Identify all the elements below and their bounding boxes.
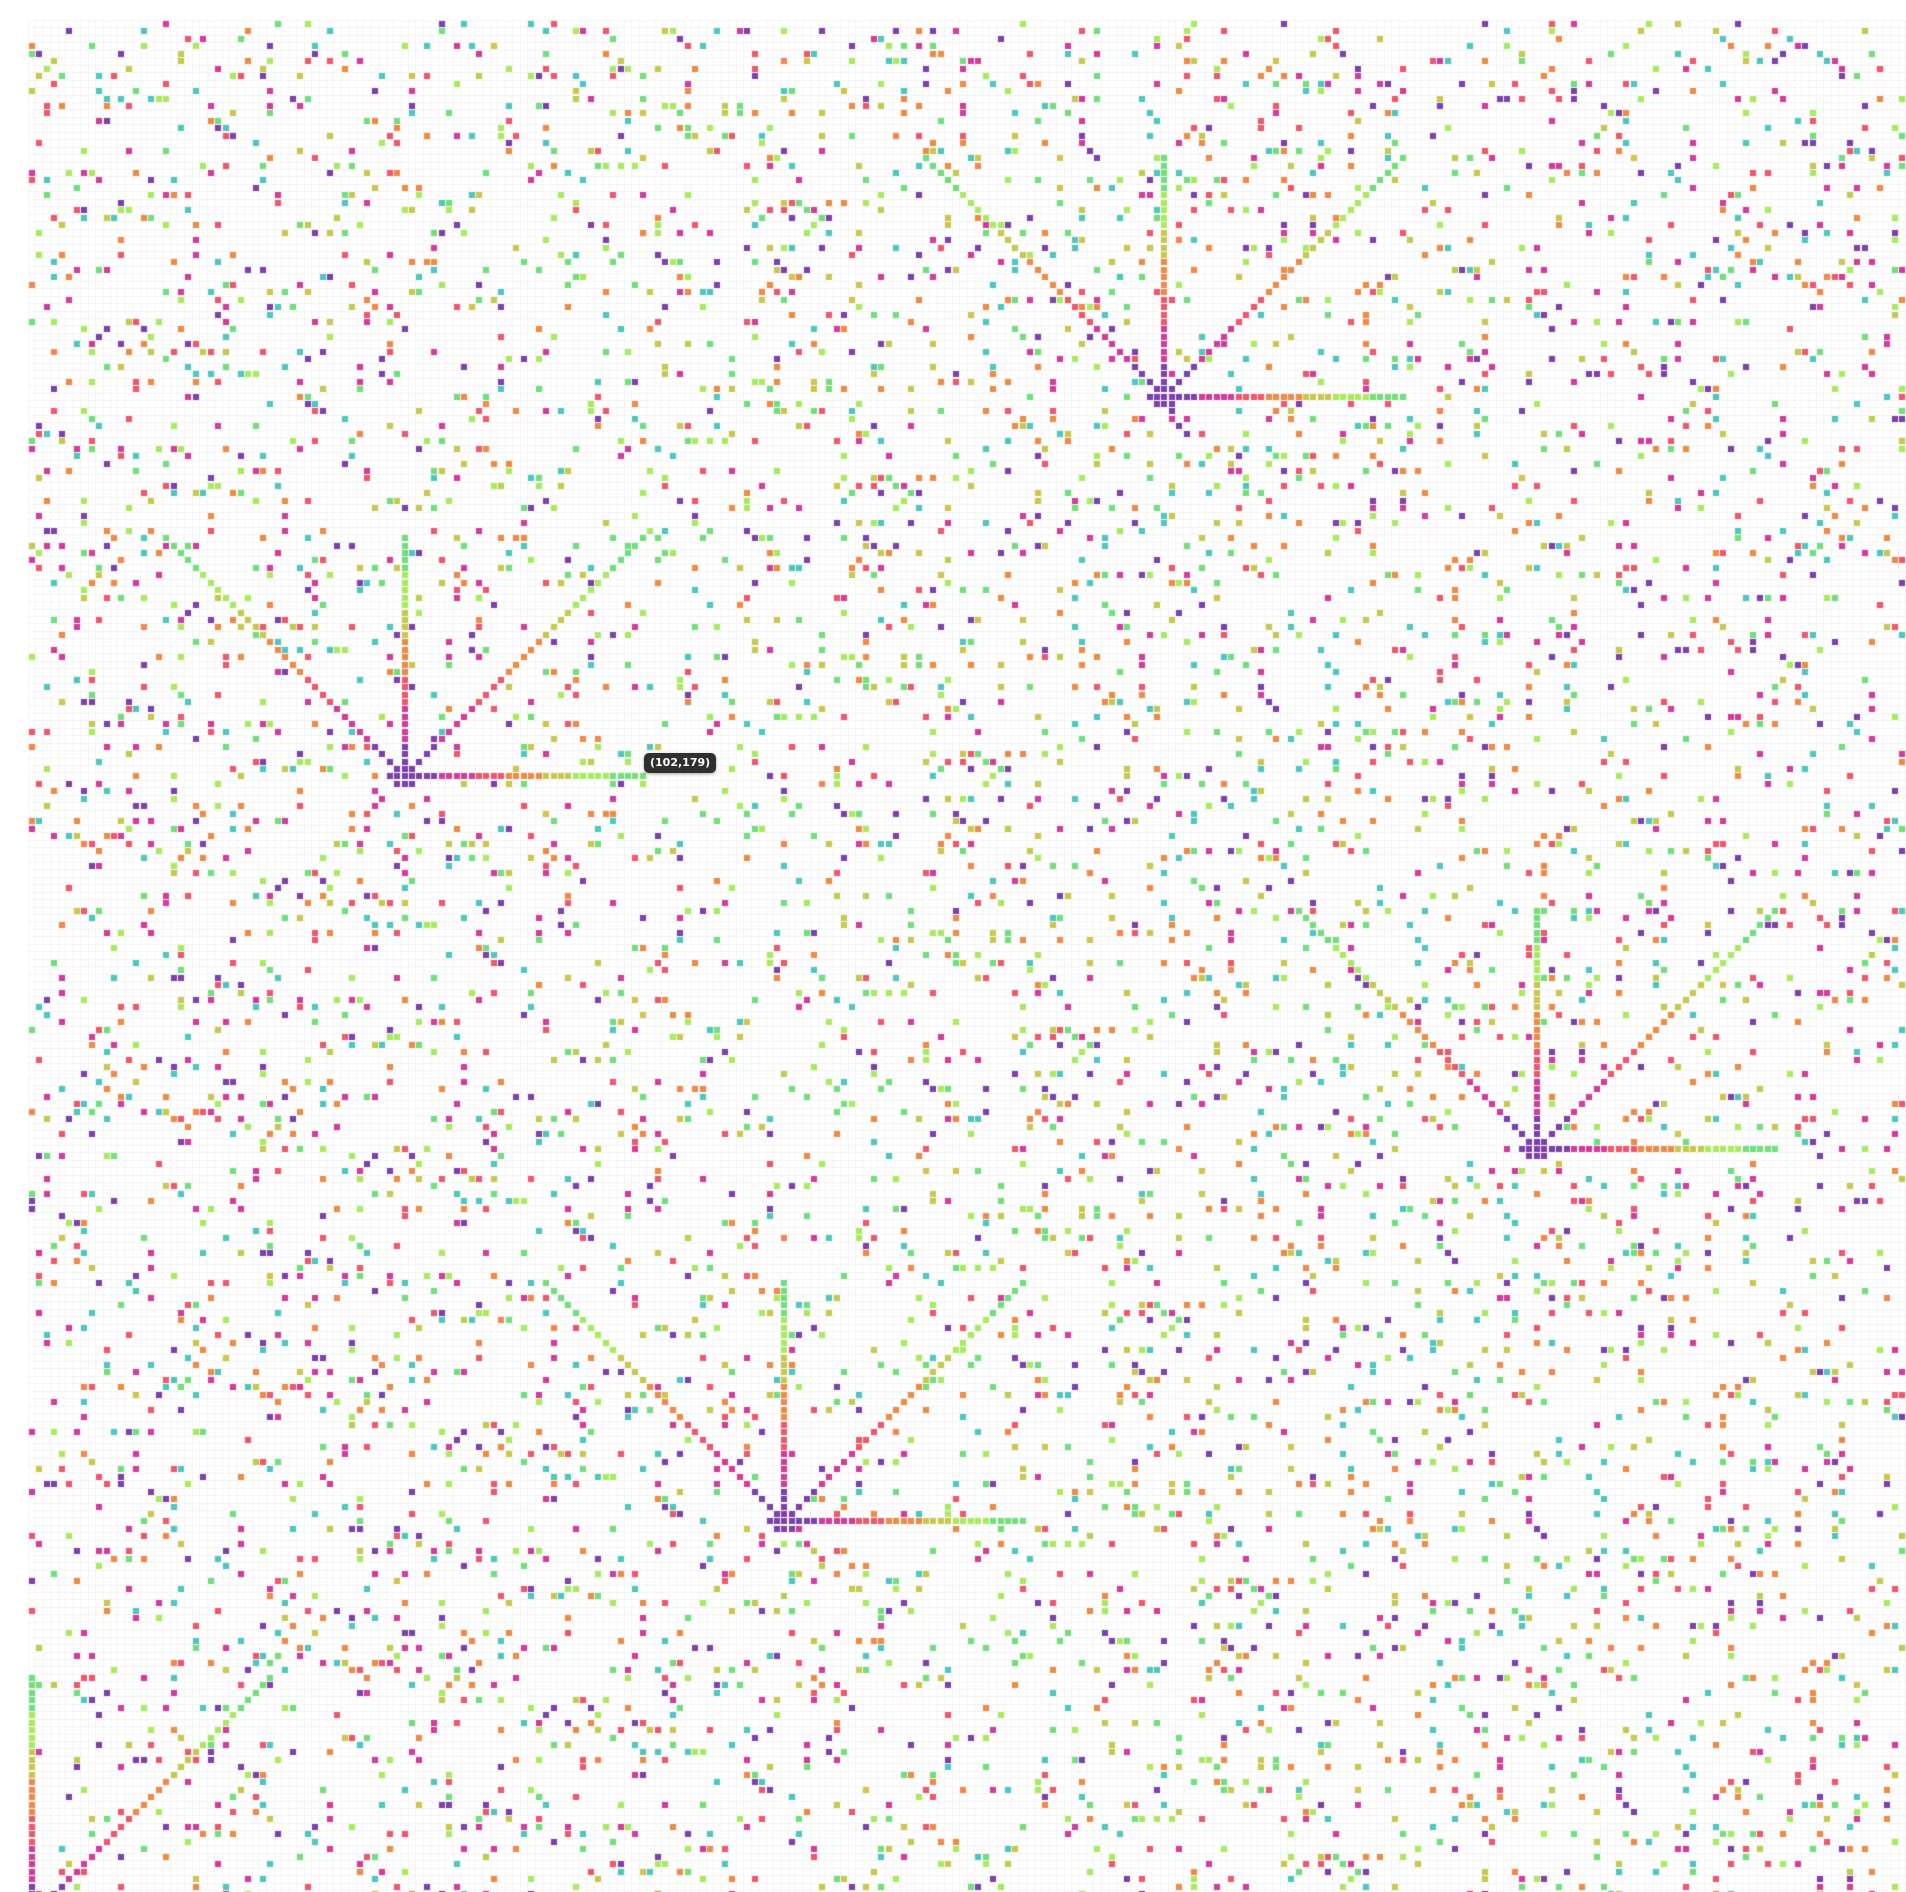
coordinate-tooltip: (102,179) (644, 753, 717, 773)
